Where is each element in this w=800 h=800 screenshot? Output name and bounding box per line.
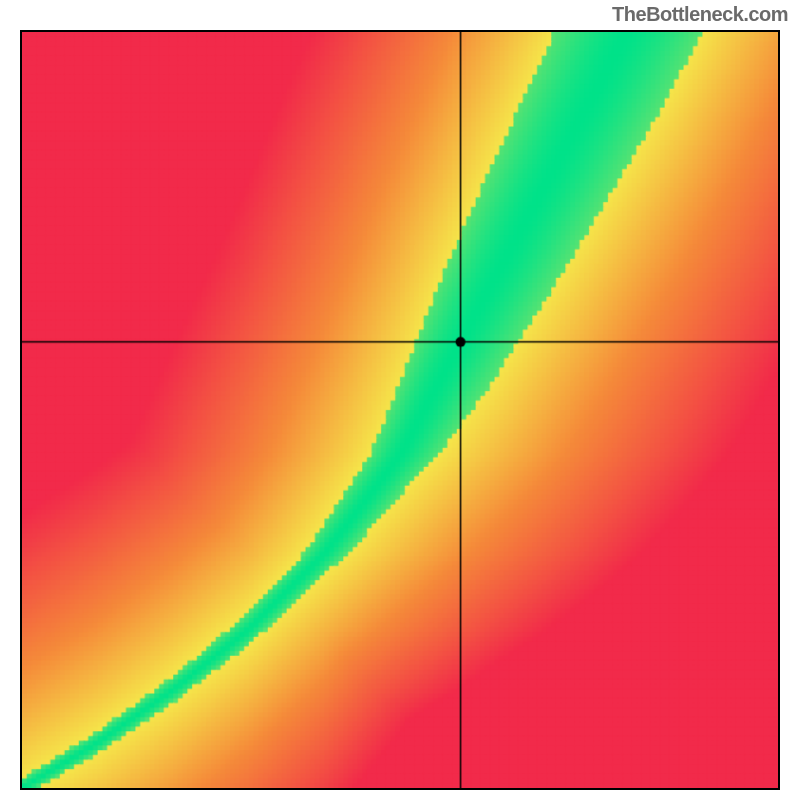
heatmap-chart	[20, 30, 780, 790]
watermark-text: TheBottleneck.com	[612, 4, 788, 27]
heatmap-canvas	[22, 32, 778, 788]
